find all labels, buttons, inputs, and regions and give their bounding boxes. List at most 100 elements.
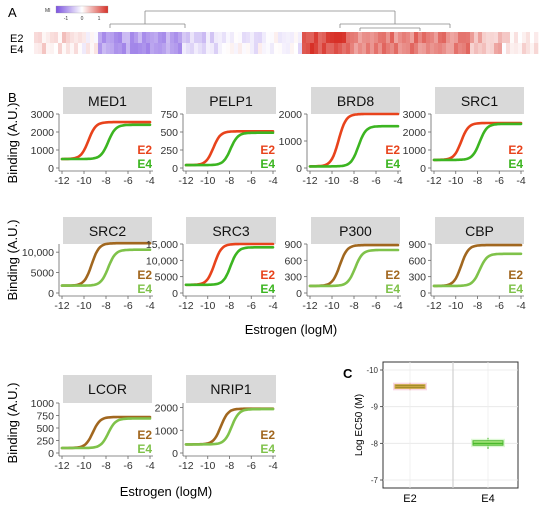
heatmap-cell: [462, 43, 467, 54]
curve-e2: [60, 120, 152, 161]
y-tick-label: 2000: [279, 109, 303, 121]
heatmap-cell: [534, 43, 539, 54]
series-label-e4: E4: [137, 282, 152, 296]
y-tick-label: 750: [36, 411, 54, 423]
y-tick-label: 15,000: [146, 239, 178, 251]
x-tick-label: -6: [371, 175, 380, 187]
heatmap-cell: [334, 32, 339, 43]
y-tick-label: 500: [36, 423, 54, 435]
heatmap-cell: [462, 32, 467, 43]
heatmap-cell: [146, 32, 151, 43]
y-tick-label: 0: [420, 163, 426, 175]
heatmap-cell: [294, 32, 299, 43]
y-tick-label: 0: [172, 163, 178, 175]
heatmap-cell: [526, 43, 531, 54]
heatmap-cell: [434, 32, 439, 43]
chart-title: SRC2: [89, 223, 127, 239]
heatmap-cell: [202, 43, 207, 54]
heatmap-cell: [102, 43, 107, 54]
heatmap-cell: [222, 43, 227, 54]
heatmap-cell: [170, 43, 175, 54]
heatmap-cell: [114, 43, 119, 54]
chart-title-strip: [311, 87, 400, 114]
chart-title: MED1: [88, 93, 127, 109]
heatmap-cell: [202, 32, 207, 43]
heatmap-cell: [138, 32, 143, 43]
y-tick-label: 600: [408, 255, 426, 267]
legend-colorbar: [55, 5, 109, 14]
heatmap-cell: [458, 43, 463, 54]
heatmap-cell: [494, 43, 499, 54]
heatmap-cell: [70, 43, 75, 54]
series-label-e4: E4: [385, 157, 400, 171]
heatmap-cell: [106, 32, 111, 43]
x-tick-label: -4: [393, 175, 402, 187]
heatmap-cell: [454, 32, 459, 43]
heatmap-cell: [314, 43, 319, 54]
y-tick-label: 3000: [403, 109, 427, 121]
x-tick-label: -4: [268, 175, 277, 187]
chart-title: LCOR: [88, 381, 127, 397]
series-label-e2: E2: [260, 268, 275, 282]
x-category-label: E2: [403, 493, 416, 505]
heatmap-cell: [398, 43, 403, 54]
x-tick-label: -12: [302, 175, 317, 187]
heatmap-cell: [450, 32, 455, 43]
x-tick-label: -10: [324, 300, 339, 312]
heatmap-cell: [190, 43, 195, 54]
heatmap-cell: [342, 32, 347, 43]
chart-title-strip: [63, 375, 152, 403]
heatmap-cell: [338, 32, 343, 43]
heatmap-cell: [398, 32, 403, 43]
heatmap-cell: [506, 43, 511, 54]
heatmap-cell: [262, 43, 267, 54]
series-label-e4: E4: [508, 157, 523, 171]
heatmap-cell: [98, 43, 103, 54]
heatmap-cell: [422, 32, 427, 43]
heatmap-cell: [78, 32, 83, 43]
heatmap-cell: [206, 43, 211, 54]
heatmap-cell: [278, 43, 283, 54]
y-tick-label: 5000: [155, 272, 179, 284]
heatmap-cell: [386, 43, 391, 54]
heatmap-cell: [234, 32, 239, 43]
heatmap-cell: [402, 32, 407, 43]
legend-tick: -1: [64, 16, 69, 22]
curve-e4: [308, 124, 400, 168]
y-tick-label: 600: [284, 255, 302, 267]
heatmap-cell: [42, 32, 47, 43]
chart-title: P300: [339, 223, 372, 239]
heatmap-cell: [178, 43, 183, 54]
heatmap-cell: [238, 32, 243, 43]
x-axis-title-rows: Estrogen (logM): [245, 322, 337, 337]
heatmap-cell: [414, 32, 419, 43]
heatmap-cell: [86, 43, 91, 54]
heatmap-cell: [486, 32, 491, 43]
y-tick-label: 300: [284, 272, 302, 284]
heatmap-cell: [394, 32, 399, 43]
heatmap-cell: [298, 43, 303, 54]
heatmap-cell: [334, 43, 339, 54]
heatmap-cell: [238, 43, 243, 54]
heatmap-cell: [258, 32, 263, 43]
heatmap-cell: [406, 32, 411, 43]
heatmap-cell: [170, 32, 175, 43]
heatmap-cell: [322, 43, 327, 54]
heatmap-cell: [474, 43, 479, 54]
heatmap-cell: [402, 43, 407, 54]
heatmap-cell: [182, 43, 187, 54]
heatmap-cell: [186, 43, 191, 54]
plot-area: [382, 361, 519, 489]
heatmap-cell: [382, 32, 387, 43]
heatmap-cell: [126, 43, 131, 54]
heatmap-cell: [166, 32, 171, 43]
heatmap-cell: [38, 43, 43, 54]
x-tick-label: -6: [123, 175, 132, 187]
series-label-e2: E2: [508, 143, 523, 157]
x-tick-label: -8: [225, 460, 234, 472]
heatmap-cell: [390, 32, 395, 43]
